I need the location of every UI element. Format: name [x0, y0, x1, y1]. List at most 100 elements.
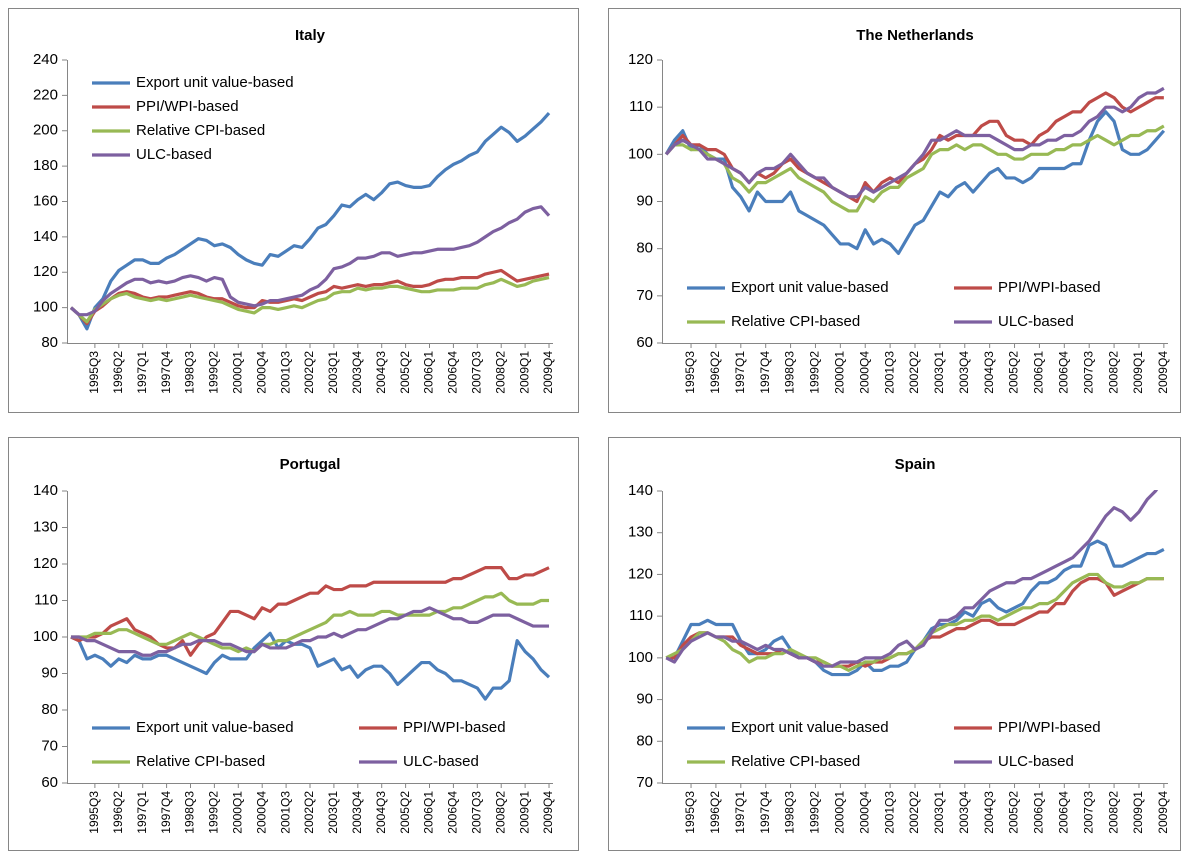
legend-label: ULC-based [998, 753, 1074, 770]
chart-title: Italy [295, 27, 326, 44]
x-tick-label: 2006Q1 [1032, 791, 1046, 834]
x-tick-label: 2009Q4 [541, 791, 555, 834]
x-tick-label: 2001Q3 [278, 791, 292, 834]
y-tick-label: 110 [34, 591, 58, 608]
y-tick-label: 90 [636, 691, 653, 708]
x-tick-label: 2009Q1 [1131, 791, 1145, 834]
x-tick-label: 2003Q1 [932, 351, 946, 394]
legend-label: Relative CPI-based [731, 753, 860, 770]
x-tick-label: 1997Q4 [159, 791, 173, 834]
series-line [69, 111, 551, 331]
x-tick-label: 2006Q4 [1056, 351, 1070, 394]
legend-label: Export unit value-based [731, 719, 889, 736]
x-tick-label: 2004Q3 [374, 351, 388, 394]
x-tick-label: 1996Q2 [111, 351, 125, 394]
x-tick-label: 1998Q3 [183, 351, 197, 394]
x-tick-label: 2001Q3 [278, 351, 292, 394]
legend-label: Relative CPI-based [136, 753, 265, 770]
legend-label: ULC-based [136, 146, 212, 163]
x-tick-label: 1998Q3 [783, 791, 797, 834]
series-line [69, 268, 550, 326]
x-tick-label: 2009Q4 [1156, 791, 1170, 834]
series-line [70, 591, 550, 654]
x-tick-label: 2008Q2 [1106, 791, 1120, 834]
x-tick-label: 1999Q2 [808, 791, 822, 834]
x-tick-label: 1997Q4 [758, 791, 772, 834]
y-tick-label: 90 [636, 192, 653, 209]
x-tick-label: 2003Q4 [350, 351, 364, 394]
y-tick-label: 220 [33, 86, 58, 103]
x-tick-label: 2000Q1 [230, 351, 244, 394]
x-tick-label: 2000Q1 [833, 791, 847, 834]
legend-label: Relative CPI-based [136, 122, 265, 139]
x-tick-label: 2006Q4 [446, 351, 460, 394]
legend-label: Export unit value-based [731, 279, 889, 296]
x-tick-label: 1996Q2 [708, 351, 722, 394]
x-tick-label: 1997Q4 [159, 351, 173, 394]
x-tick-label: 2008Q2 [493, 791, 507, 834]
x-tick-label: 2003Q1 [326, 351, 340, 394]
x-tick-label: 2007Q3 [1081, 351, 1095, 394]
y-tick-label: 130 [33, 518, 58, 535]
x-tick-label: 1996Q2 [708, 791, 722, 834]
y-tick-label: 120 [628, 565, 653, 582]
series-line [664, 110, 1166, 255]
series-line [70, 566, 550, 657]
legend-label: PPI/WPI-based [998, 279, 1101, 296]
panel-border [608, 437, 1181, 851]
legend-label: Relative CPI-based [731, 313, 860, 330]
x-tick-label: 2009Q4 [541, 351, 555, 394]
x-tick-label: 2006Q4 [446, 791, 460, 834]
y-tick-label: 140 [33, 228, 58, 245]
y-tick-label: 110 [629, 607, 653, 624]
y-tick-label: 100 [628, 649, 653, 666]
y-tick-label: 80 [41, 334, 58, 351]
x-tick-label: 2004Q3 [982, 791, 996, 834]
y-tick-label: 90 [41, 664, 58, 681]
y-tick-label: 120 [628, 51, 653, 68]
legend-label: PPI/WPI-based [136, 98, 239, 115]
x-tick-label: 1997Q1 [733, 351, 747, 394]
x-tick-label: 2003Q1 [326, 791, 340, 834]
y-tick-label: 120 [33, 263, 58, 280]
y-tick-label: 60 [636, 334, 653, 351]
chart-title: Portugal [280, 456, 341, 473]
x-tick-label: 2006Q4 [1056, 791, 1070, 834]
x-tick-label: 2002Q2 [907, 791, 921, 834]
x-tick-label: 2004Q3 [982, 351, 996, 394]
legend-label: PPI/WPI-based [998, 719, 1101, 736]
y-tick-label: 80 [636, 240, 653, 257]
x-tick-label: 1998Q3 [183, 791, 197, 834]
x-tick-label: 1997Q4 [758, 351, 772, 394]
legend-label: PPI/WPI-based [403, 719, 506, 736]
x-tick-label: 2002Q2 [302, 791, 316, 834]
x-tick-label: 2005Q2 [398, 791, 412, 834]
x-tick-label: 1995Q3 [683, 791, 697, 834]
series-line [69, 205, 551, 317]
series-line [69, 275, 550, 324]
x-tick-label: 2005Q2 [1007, 351, 1021, 394]
x-tick-label: 1996Q2 [111, 791, 125, 834]
x-tick-label: 2006Q1 [1032, 351, 1046, 394]
x-tick-label: 2008Q2 [493, 351, 507, 394]
x-tick-label: 2007Q3 [469, 351, 483, 394]
x-tick-label: 2006Q1 [422, 791, 436, 834]
x-tick-label: 2000Q4 [254, 351, 268, 394]
x-tick-label: 1997Q1 [135, 351, 149, 394]
x-tick-label: 2007Q3 [469, 791, 483, 834]
chart-title: Spain [895, 456, 936, 473]
x-tick-label: 2000Q4 [857, 791, 871, 834]
x-tick-label: 2004Q3 [374, 791, 388, 834]
series-line [664, 86, 1165, 199]
x-tick-label: 2003Q4 [957, 791, 971, 834]
y-tick-label: 100 [628, 145, 653, 162]
y-tick-label: 80 [636, 732, 653, 749]
y-tick-label: 70 [636, 287, 653, 304]
y-tick-label: 180 [33, 157, 58, 174]
legend-label: ULC-based [403, 753, 479, 770]
legend-label: Export unit value-based [136, 74, 294, 91]
y-tick-label: 240 [33, 51, 58, 68]
y-tick-label: 120 [33, 555, 58, 572]
